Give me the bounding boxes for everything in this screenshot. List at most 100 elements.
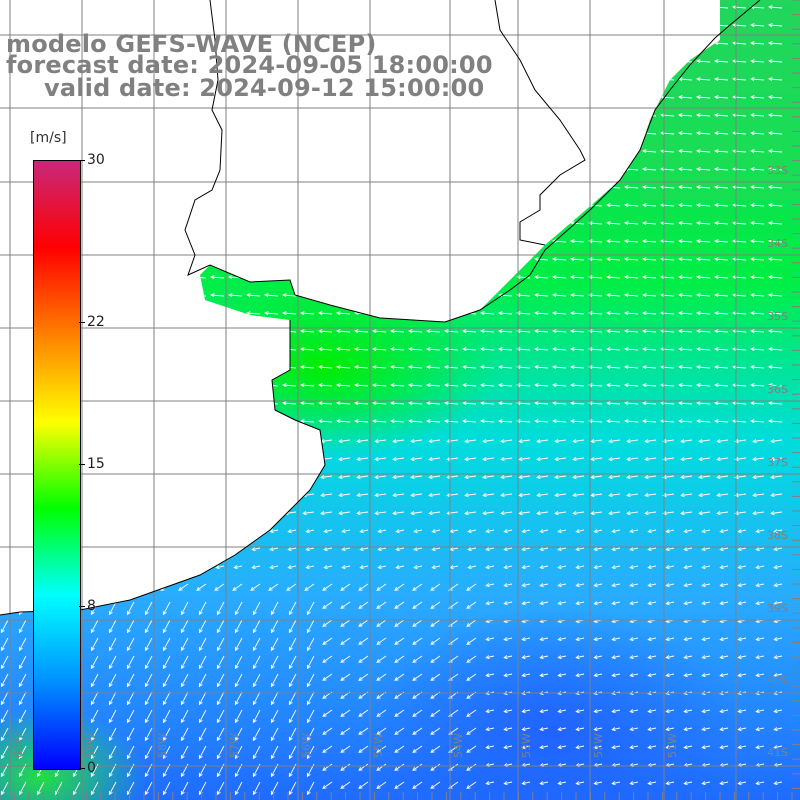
wind-arrow: [768, 5, 783, 10]
wind-arrow: [320, 511, 333, 516]
wind-arrow: [734, 511, 747, 516]
wind-arrow: [446, 457, 459, 462]
wind-arrow: [356, 511, 369, 516]
wind-arrow: [624, 185, 639, 190]
wind-arrow: [305, 547, 315, 552]
wind-arrow: [750, 113, 765, 118]
wind-arrow: [662, 475, 675, 480]
wind-arrow: [500, 457, 513, 462]
wind-arrow: [539, 565, 549, 570]
wind-arrow: [588, 347, 603, 352]
wind-arrow: [593, 709, 603, 714]
wind-arrow: [678, 329, 693, 334]
wind-arrow: [552, 257, 567, 262]
wind-arrow: [719, 637, 729, 642]
wind-arrow: [394, 673, 405, 681]
wind-arrow: [647, 745, 657, 750]
wind-arrow: [755, 781, 765, 786]
wind-arrow: [572, 511, 585, 516]
wind-arrow: [430, 583, 441, 591]
wind-arrow: [701, 637, 711, 642]
wind-arrow: [466, 583, 477, 591]
wind-arrow: [696, 185, 711, 190]
wind-arrow: [180, 691, 189, 706]
wind-arrow: [660, 401, 675, 406]
wind-arrow: [322, 727, 333, 735]
wind-arrow: [593, 655, 603, 660]
wind-arrow: [750, 185, 765, 190]
wind-arrow: [180, 673, 189, 688]
wind-arrow: [698, 511, 711, 516]
wind-arrow: [485, 583, 495, 588]
wind-arrow: [570, 239, 585, 244]
wind-arrow: [500, 475, 513, 480]
wind-arrow: [444, 347, 459, 352]
wind-arrow: [144, 709, 153, 724]
wind-arrow: [647, 637, 657, 642]
wind-arrow: [768, 167, 783, 172]
wind-arrow: [306, 745, 315, 760]
wind-arrow: [714, 257, 729, 262]
wind-arrow: [608, 511, 621, 516]
wind-arrow: [539, 745, 549, 750]
wind-arrow: [359, 529, 369, 534]
wind-arrow: [428, 493, 441, 498]
wind-arrow: [426, 383, 441, 388]
wind-arrow: [644, 439, 657, 444]
wind-arrow: [557, 727, 567, 732]
wind-arrow: [430, 601, 441, 609]
wind-arrow: [503, 673, 513, 678]
wind-arrow: [428, 475, 441, 480]
wind-arrow: [318, 329, 333, 334]
wind-arrow: [755, 565, 765, 570]
wind-arrow: [18, 673, 27, 688]
wind-arrow: [642, 239, 657, 244]
wind-arrow: [698, 493, 711, 498]
wind-arrow: [340, 601, 351, 609]
wind-arrow: [376, 655, 387, 663]
wind-arrow: [395, 565, 405, 570]
wind-arrow: [90, 727, 99, 742]
wind-arrow: [557, 745, 567, 750]
wind-arrow: [732, 203, 747, 208]
wind-arrow: [162, 745, 171, 760]
wind-arrow: [430, 763, 441, 771]
wind-arrow: [732, 113, 747, 118]
wind-arrow: [588, 257, 603, 262]
wind-arrow: [773, 727, 783, 732]
wind-arrow: [288, 619, 297, 634]
wind-arrow: [466, 727, 477, 735]
wind-arrow: [322, 619, 333, 627]
wind-arrow: [252, 601, 261, 616]
wind-arrow: [714, 203, 729, 208]
wind-arrow: [90, 691, 99, 706]
wind-arrow: [390, 365, 405, 370]
wind-arrow: [516, 293, 531, 298]
wind-arrow: [372, 419, 387, 424]
wind-arrow: [216, 619, 225, 634]
wind-arrow: [323, 565, 333, 570]
wind-arrow: [466, 673, 477, 681]
wind-arrow: [234, 691, 243, 706]
wind-arrow: [755, 547, 765, 552]
wind-arrow: [390, 401, 405, 406]
wind-arrow: [750, 365, 765, 370]
wind-arrow: [430, 781, 441, 789]
wind-arrow: [626, 475, 639, 480]
wind-arrow: [410, 439, 423, 444]
wind-arrow: [570, 221, 585, 226]
wind-arrow: [288, 673, 297, 688]
wind-arrow: [593, 529, 603, 534]
wind-arrow: [323, 529, 333, 534]
wind-arrow: [752, 511, 765, 516]
wind-arrow: [678, 167, 693, 172]
wind-arrow: [572, 475, 585, 480]
wind-arrow: [714, 329, 729, 334]
wind-arrow: [678, 419, 693, 424]
wind-arrow: [234, 637, 243, 652]
wind-arrow: [282, 383, 297, 388]
wind-arrow: [768, 221, 783, 226]
forecast-date: forecast date: 2024-09-05 18:00:00: [6, 51, 493, 79]
wind-arrow: [593, 601, 603, 606]
wind-arrow: [701, 781, 711, 786]
